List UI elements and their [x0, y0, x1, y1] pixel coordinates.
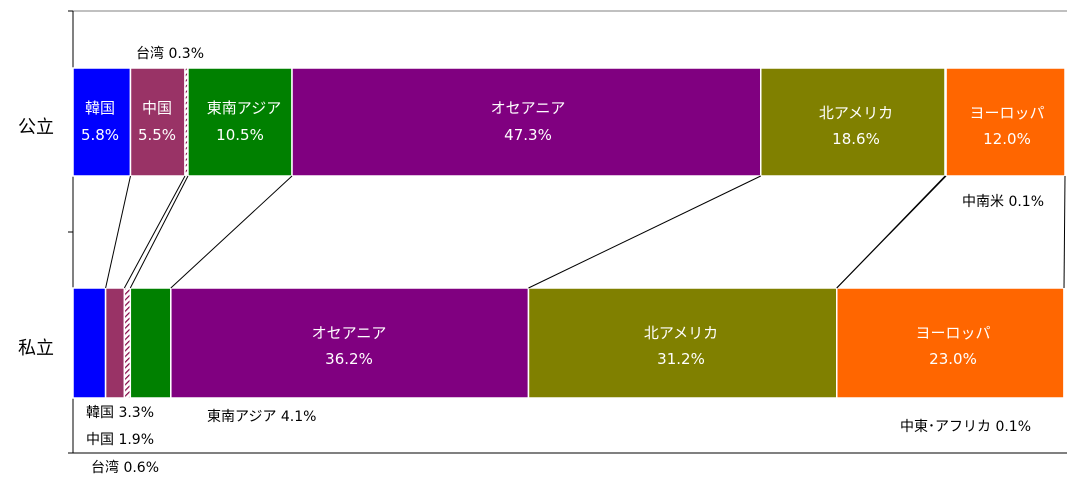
series-connector-line — [528, 175, 761, 289]
bar-label-sea-public: 東南アジア — [207, 99, 281, 117]
category-label-private: 私立 — [18, 338, 54, 359]
bar-na-private — [527, 287, 838, 399]
annotation-me-private: 中東･アフリカ 0.1% — [900, 419, 1031, 435]
bar-kr-public — [72, 67, 132, 177]
bar-label-na-private: 北アメリカ — [644, 324, 718, 342]
bar-label-na-public: 北アメリカ — [819, 104, 893, 122]
series-connector-line — [123, 175, 186, 289]
series-connector-line — [105, 175, 131, 289]
bar-tw-private — [123, 287, 132, 399]
series-connector-line — [1063, 175, 1066, 289]
bar-kr-private — [72, 287, 107, 399]
data-label-na-public: 18.6% — [832, 130, 880, 148]
data-label-eu-private: 23.0% — [929, 350, 977, 368]
data-label-sea-public: 10.5% — [216, 126, 264, 144]
category-label-public: 公立 — [18, 117, 54, 138]
bar-cn-private — [104, 287, 126, 399]
bar-sea-public — [187, 67, 293, 177]
annotation-tw-private: 台湾 0.6% — [91, 459, 159, 476]
bar-sea-private — [129, 287, 172, 399]
data-label-oc-private: 36.2% — [325, 350, 373, 368]
bar-oc-public — [291, 67, 762, 177]
bar-cn-public — [129, 67, 186, 177]
bar-label-eu-private: ヨーロッパ — [915, 324, 990, 342]
bar-eu-private — [836, 287, 1065, 399]
bar-label-eu-public: ヨーロッパ — [969, 104, 1044, 122]
annotation-cn-private: 中国 1.9% — [86, 432, 154, 448]
bar-me-private — [1063, 287, 1066, 399]
series-connector-line — [836, 175, 947, 289]
annotation-tw-public: 台湾 0.3% — [136, 45, 204, 62]
bar-label-kr-public: 韓国 — [85, 99, 115, 117]
bar-label-oc-private: オセアニア — [312, 324, 387, 342]
bar-label-oc-public: オセアニア — [491, 99, 566, 117]
annotation-kr-private: 韓国 3.3% — [86, 405, 154, 421]
bar-label-cn-public: 中国 — [142, 99, 172, 117]
annotation-la-public: 中南米 0.1% — [962, 194, 1044, 210]
bar-eu-public — [945, 67, 1066, 177]
annotation-sea-private: 東南アジア 4.1% — [207, 409, 316, 425]
bar-oc-private — [170, 287, 530, 399]
data-label-oc-public: 47.3% — [504, 126, 552, 144]
bar-na-public — [760, 67, 946, 177]
series-connector-line — [170, 175, 293, 289]
data-label-na-private: 31.2% — [657, 350, 705, 368]
data-label-cn-public: 5.5% — [138, 126, 176, 144]
data-label-kr-public: 5.8% — [81, 126, 119, 144]
data-label-eu-public: 12.0% — [983, 130, 1031, 148]
series-connector-line — [129, 175, 189, 289]
